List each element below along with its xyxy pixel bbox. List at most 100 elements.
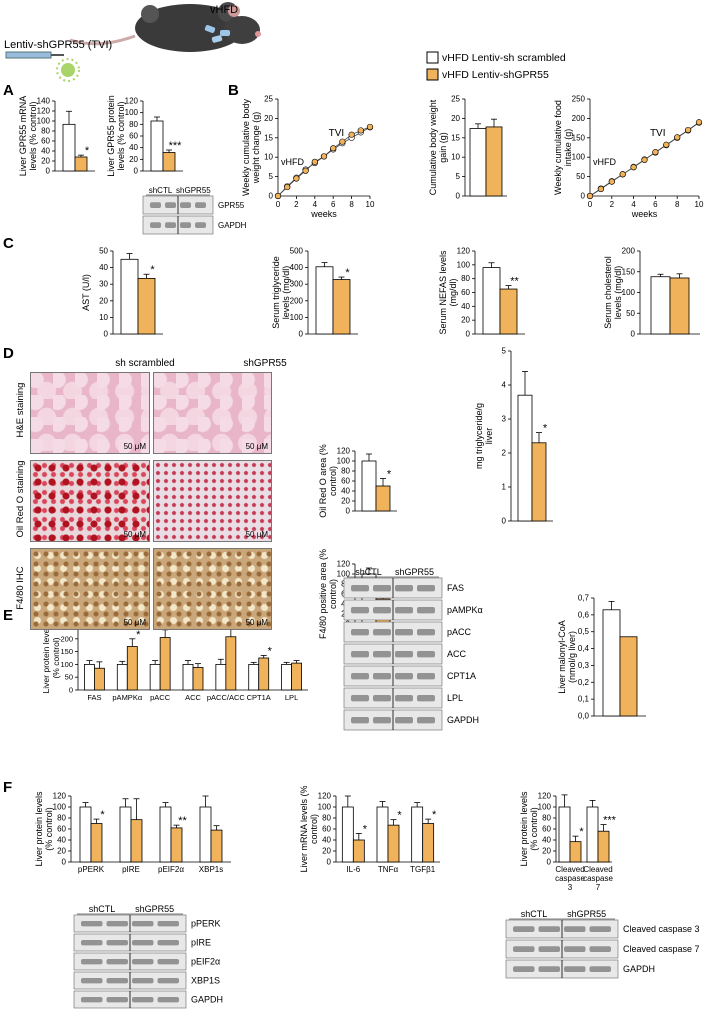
x-tick-label: ACC (185, 693, 201, 702)
x-tick-label: 6 (331, 200, 336, 209)
bar (411, 806, 424, 863)
y-axis-title-line: (% control) (44, 807, 54, 851)
blot-band (395, 585, 413, 592)
bar (162, 152, 176, 172)
data-point (330, 145, 337, 152)
blot-band (395, 629, 413, 636)
blot-band (373, 695, 391, 702)
y-tick-label: 20 (129, 155, 138, 164)
bar (170, 827, 183, 863)
data-point (674, 134, 681, 141)
bar (361, 460, 377, 512)
data-point (357, 127, 364, 134)
x-tick-label: XBP1s (199, 865, 223, 874)
y-tick-label: 100 (125, 108, 139, 117)
y-tick-label: 80 (542, 814, 551, 823)
blot-band-label: Cleaved caspase 7 (623, 944, 700, 954)
y-tick-label: 50 (576, 172, 585, 181)
blot-band (513, 946, 535, 953)
y-axis-title-line: control) (328, 466, 338, 496)
y-tick-label: 120 (337, 560, 351, 569)
blot-band (180, 202, 191, 209)
y-axis-title-line: liver (484, 428, 494, 445)
y-tick-label: 40 (57, 836, 66, 845)
y-tick-label: 100 (318, 803, 332, 812)
y-tick-label: 80 (41, 127, 50, 136)
blot-band (395, 673, 413, 680)
x-tick-label: pAMPKα (112, 693, 142, 702)
bar (619, 636, 638, 717)
y-axis-title-line: Weekly cumulative food (553, 100, 563, 195)
y-axis-title-line: Serum NEFAS levels (438, 250, 448, 335)
blot-band (165, 202, 176, 209)
scale-bar-label: 50 μM (245, 618, 268, 627)
blot-band (589, 966, 611, 973)
blot-band (106, 939, 128, 946)
x-axis-title: weeks (631, 209, 658, 219)
y-axis-title-line: levels (mg/dl) (281, 266, 291, 320)
data-point (619, 171, 626, 178)
y-axis-title: Liver malonyl-CoA(nmol/g liver) (557, 620, 577, 694)
data-point (695, 119, 703, 126)
y-tick-label: 0 (502, 517, 507, 526)
blot-band (395, 717, 413, 724)
y-axis-title-line: Liver protein levels (34, 791, 44, 867)
y-tick-label: 0,1 (578, 695, 590, 704)
y-axis-title-line: weight change (g) (251, 112, 261, 185)
y-tick-label: 0,2 (578, 678, 590, 687)
bar (62, 123, 76, 172)
significance-marker: * (100, 809, 105, 821)
y-tick-label: 0,6 (578, 610, 590, 619)
bar (215, 664, 227, 691)
blot-band (538, 946, 560, 953)
y-axis-title: Liver GPR55 mRNAlevels (% control) (18, 96, 38, 177)
x-tick-label: 0 (588, 200, 593, 209)
blot-band (373, 673, 391, 680)
blot-band (417, 585, 435, 592)
western-blot-e: shCTL shGPR55 FAS pAMPKα pACC ACC CPT1A LPL GAPD… (343, 567, 483, 731)
micrograph-oilredo-shgpr55: 50 μM (153, 460, 272, 542)
y-tick-label: 5 (269, 172, 274, 181)
significance-marker: * (543, 423, 548, 435)
y-tick-label: 20 (322, 847, 331, 856)
significance-marker: ** (178, 815, 187, 827)
significance-marker: * (363, 823, 368, 835)
legend-swatch-shgpr55 (426, 68, 439, 81)
x-tick-label: Cleaved caspase 7 (583, 865, 613, 892)
blot-band (564, 966, 586, 973)
bar (192, 667, 204, 691)
x-tick-label-line: caspase (583, 874, 613, 883)
x-tick-label: 2 (294, 200, 299, 209)
bar (130, 819, 143, 863)
bar (137, 277, 156, 335)
bar (79, 806, 92, 863)
y-axis-title-line: (% control) (51, 637, 61, 678)
y-tick-label: 0 (69, 686, 73, 695)
y-axis-title-line: AST (U/l) (81, 274, 91, 311)
y-tick-label: 20 (461, 316, 470, 325)
significance-marker: * (136, 629, 141, 641)
y-tick-label: 40 (41, 147, 50, 156)
y-tick-label: 0 (299, 330, 304, 339)
x-tick-label: CPT1A (247, 693, 271, 702)
x-tick-label: 8 (349, 200, 354, 209)
bar (485, 126, 503, 197)
micrograph-he-shgpr55: 50 μM (153, 372, 272, 454)
blot-band (81, 958, 103, 965)
blot-group-label: shGPR55 (567, 909, 606, 919)
blot-band-label: GAPDH (218, 221, 247, 230)
y-tick-label: 200 (622, 247, 636, 256)
data-point (641, 156, 648, 164)
y-tick-label: 100 (53, 803, 67, 812)
y-axis-title-line: Liver GPR55 protein (106, 95, 116, 177)
bar (281, 664, 292, 691)
data-point (302, 167, 309, 174)
bar (116, 664, 128, 691)
significance-marker: * (150, 264, 155, 276)
chart-c1: 0 10 20 30 40 50 AST (U/l) * (81, 247, 163, 339)
